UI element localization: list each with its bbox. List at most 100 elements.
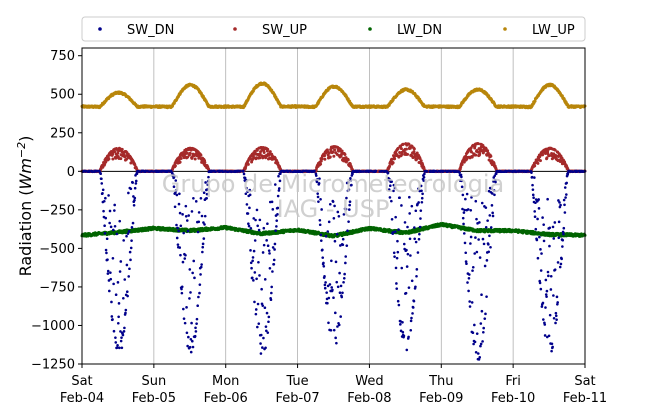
sw-dn-point	[123, 278, 127, 281]
sw-dn-point	[409, 254, 412, 257]
sw-dn-point	[408, 237, 412, 241]
sw-dn-point	[108, 209, 112, 213]
sw-dn-point	[113, 203, 116, 207]
sw-dn-point	[336, 285, 340, 289]
sw-dn-point	[117, 315, 120, 319]
sw-dn-point	[100, 177, 103, 181]
sw-dn-point	[192, 259, 196, 263]
sw-dn-point	[325, 291, 328, 294]
sw-dn-point	[419, 217, 422, 220]
sw-dn-point	[266, 244, 270, 248]
sw-up-point	[268, 150, 272, 154]
sw-dn-point	[134, 182, 138, 185]
sw-up-point	[476, 142, 480, 146]
sw-dn-point	[418, 225, 422, 229]
sw-dn-point	[248, 206, 251, 210]
sw-dn-point	[133, 196, 137, 200]
sw-dn-point	[413, 226, 416, 229]
sw-dn-point	[128, 267, 131, 271]
sw-up-point	[412, 150, 416, 154]
sw-dn-point	[344, 255, 348, 258]
sw-dn-point	[335, 232, 339, 236]
sw-up-point	[533, 164, 537, 168]
sw-dn-point	[111, 257, 115, 260]
sw-dn-point	[194, 326, 197, 330]
sw-dn-point	[196, 304, 199, 308]
sw-dn-point	[275, 225, 278, 228]
sw-dn-point	[411, 312, 414, 315]
sw-up-point	[460, 163, 464, 167]
sw-dn-point	[274, 229, 277, 232]
sw-dn-point	[270, 200, 274, 204]
sw-dn-point	[183, 321, 187, 325]
sw-dn-point	[185, 331, 189, 335]
sw-dn-point	[390, 199, 393, 203]
sw-dn-point	[112, 282, 115, 286]
sw-dn-point	[102, 209, 105, 213]
sw-up-point	[419, 159, 423, 163]
sw-dn-point	[187, 335, 190, 339]
sw-dn-point	[115, 232, 119, 236]
sw-dn-point	[129, 187, 133, 191]
sw-dn-point	[337, 323, 341, 327]
sw-dn-point	[197, 211, 201, 214]
sw-dn-point	[100, 182, 104, 185]
legend-label-sw-up: SW_UP	[262, 23, 307, 38]
sw-dn-point	[203, 214, 207, 218]
sw-dn-point	[415, 268, 419, 271]
sw-dn-point	[263, 278, 267, 281]
sw-dn-point	[327, 321, 330, 325]
sw-dn-point	[104, 248, 108, 252]
legend-marker-sw-dn	[98, 27, 102, 31]
sw-dn-point	[396, 250, 400, 254]
sw-dn-point	[264, 325, 268, 328]
sw-dn-point	[270, 285, 274, 289]
sw-dn-point	[203, 223, 206, 226]
sw-dn-point	[129, 258, 132, 262]
sw-dn-point	[255, 277, 258, 281]
sw-dn-point	[130, 239, 133, 242]
sw-dn-point	[128, 250, 132, 254]
sw-dn-point	[131, 221, 135, 225]
sw-dn-point	[415, 274, 418, 278]
sw-dn-point	[268, 266, 272, 270]
sw-dn-point	[116, 281, 120, 284]
sw-dn-point	[258, 218, 262, 222]
sw-dn-point	[188, 268, 192, 271]
sw-dn-point	[332, 296, 335, 299]
sw-dn-point	[251, 259, 254, 263]
sw-dn-point	[184, 253, 187, 257]
sw-up-point	[401, 142, 405, 146]
sw-dn-point	[194, 330, 198, 333]
sw-dn-point	[101, 188, 105, 192]
sw-dn-point	[271, 208, 275, 211]
legend-label-sw-dn: SW_DN	[127, 23, 174, 38]
sw-dn-point	[249, 249, 252, 252]
sw-dn-point	[324, 281, 327, 284]
legend	[81, 16, 586, 42]
sw-dn-point	[109, 225, 113, 229]
sw-dn-point	[199, 273, 202, 276]
sw-dn-point	[119, 339, 123, 343]
sw-dn-point	[346, 229, 349, 232]
sw-dn-point	[411, 306, 415, 309]
sw-dn-point	[331, 288, 334, 292]
sw-dn-point	[255, 208, 259, 212]
sw-up-point	[320, 157, 324, 161]
sw-dn-point	[418, 232, 421, 236]
sw-dn-point	[187, 214, 191, 217]
sw-dn-point	[188, 297, 191, 300]
sw-dn-point	[402, 242, 406, 246]
sw-dn-point	[261, 346, 264, 349]
sw-dn-point	[120, 346, 124, 350]
sw-up-point	[388, 164, 392, 168]
sw-dn-point	[256, 224, 259, 228]
sw-dn-point	[182, 317, 186, 320]
sw-dn-point	[131, 181, 134, 184]
sw-dn-point	[202, 237, 206, 240]
sw-dn-point	[121, 333, 125, 337]
sw-dn-point	[339, 315, 342, 318]
sw-dn-point	[189, 350, 193, 354]
sw-dn-point	[412, 299, 416, 303]
sw-dn-point	[343, 272, 346, 276]
